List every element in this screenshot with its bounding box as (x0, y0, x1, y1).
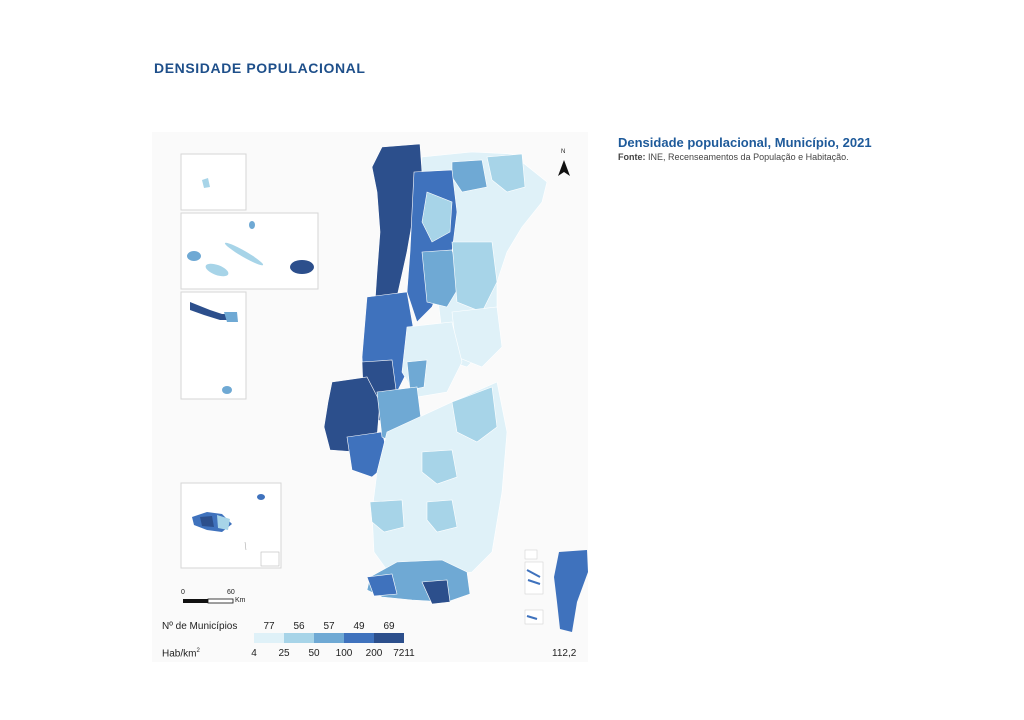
legend-swatch-1 (254, 633, 284, 643)
legend-break-2: 25 (278, 648, 290, 659)
density-unit-sup: 2 (196, 648, 200, 654)
north-arrow-icon (558, 160, 570, 176)
choropleth-map (180, 143, 588, 632)
region-guarda (451, 241, 498, 313)
legend-density-label: Hab/km2 (162, 648, 200, 659)
legend-count-1: 77 (263, 621, 275, 632)
legend-swatch-5 (374, 633, 404, 643)
scale-unit: Km (235, 597, 246, 604)
legend-swatch-2 (284, 633, 314, 643)
map-source: Fonte: INE, Recenseamentos da População … (618, 152, 849, 162)
region-algarve-west (366, 573, 398, 597)
north-label: N (561, 149, 566, 155)
map-panel (152, 132, 588, 662)
region-beja (426, 499, 458, 533)
region-alentejo-b (451, 386, 498, 443)
region-sines (369, 499, 405, 533)
legend-color-bar (254, 633, 404, 643)
legend-swatch-4 (344, 633, 374, 643)
legend-break-6: 7211 (393, 648, 415, 659)
source-label: Fonte: (618, 152, 646, 162)
legend-break-3: 50 (308, 648, 320, 659)
legend-break-5: 200 (365, 648, 383, 659)
scale-bar (183, 598, 234, 604)
legend-count-4: 49 (353, 621, 365, 632)
source-text: INE, Recenseamentos da População e Habit… (648, 152, 849, 162)
map-title: Densidade populacional, Município, 2021 (618, 135, 872, 150)
legend-count-3: 57 (323, 621, 335, 632)
legend-swatch-3 (314, 633, 344, 643)
legend-count-5: 69 (383, 621, 395, 632)
national-average-value: 112,2 (552, 648, 577, 659)
density-unit: Hab/km (162, 648, 197, 660)
page-heading: DENSIDADE POPULACIONAL (154, 60, 366, 76)
region-evora (421, 449, 458, 485)
scale-start: 0 (181, 589, 185, 596)
region-viseu (421, 249, 463, 308)
legend-break-4: 100 (335, 648, 353, 659)
portugal-average-map (524, 549, 588, 632)
inset-azores-west (180, 153, 247, 211)
region-bragança (486, 153, 526, 193)
legend-break-1: 4 (251, 648, 257, 659)
scale-end: 60 (227, 589, 235, 596)
mainland-portugal (323, 143, 548, 605)
region-douro (421, 191, 453, 243)
region-faro (421, 579, 451, 605)
legend-count-label: Nº de Municípios (162, 621, 238, 632)
region-centre-mid2 (406, 359, 428, 391)
legend-count-2: 56 (293, 621, 305, 632)
